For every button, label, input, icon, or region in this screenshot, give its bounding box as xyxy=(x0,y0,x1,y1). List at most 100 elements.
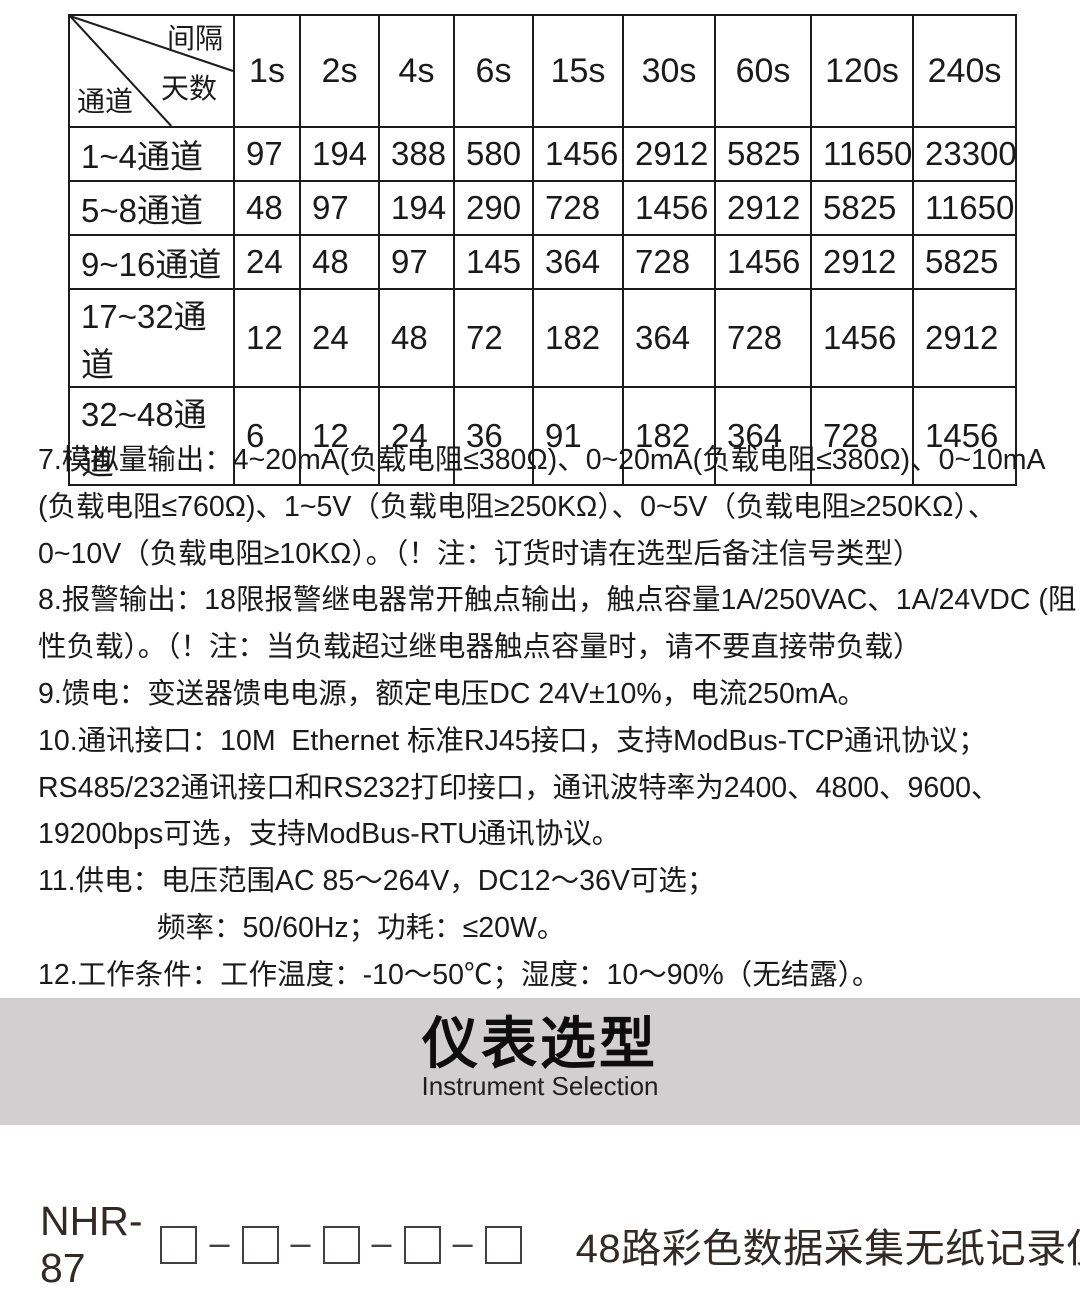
table-cell: 194 xyxy=(299,126,380,182)
section-banner: 仪表选型 Instrument Selection xyxy=(0,998,1080,1125)
table-cell: 24 xyxy=(299,288,380,388)
corner-label-interval: 间隔 xyxy=(166,23,223,54)
table-cell: 290 xyxy=(453,180,534,236)
table-cell: 12 xyxy=(233,288,301,388)
table-cell: 97 xyxy=(233,126,301,182)
table-row: 9~16通道 24 48 97 145 364 728 1456 2912 58… xyxy=(68,234,1017,290)
table-cell: 728 xyxy=(810,386,914,486)
table-cell: 1456 xyxy=(622,180,716,236)
table-cell: 24 xyxy=(233,234,301,290)
table-cell: 580 xyxy=(453,126,534,182)
record-days-table: 间隔 天数 通道 1s 2s 4s 6s 15s 30s 60s 120s 24… xyxy=(68,14,1017,486)
table-cell: 194 xyxy=(378,180,455,236)
spec-line: 10.通讯接口：10M Ethernet 标准RJ45接口，支持ModBus-T… xyxy=(38,724,987,757)
table-cell: 2912 xyxy=(810,234,914,290)
diagonal-lines xyxy=(71,17,232,125)
table-cell: 24 xyxy=(378,386,455,486)
table-cell: 48 xyxy=(233,180,301,236)
column-header: 60s xyxy=(714,14,812,128)
table-cell: 364 xyxy=(622,288,716,388)
table-cell: 1456 xyxy=(714,234,812,290)
table-cell: 5825 xyxy=(810,180,914,236)
table-row: 1~4通道 97 194 388 580 1456 2912 5825 1165… xyxy=(68,126,1017,182)
column-header: 1s xyxy=(233,14,301,128)
table-cell: 5825 xyxy=(912,234,1017,290)
table-cell: 6 xyxy=(233,386,301,486)
table-row: 17~32通道 12 24 48 72 182 364 728 1456 291… xyxy=(68,288,1017,388)
table-cell: 728 xyxy=(714,288,812,388)
model-prefix: NHR-87 xyxy=(40,1198,143,1291)
model-description: 48路彩色数据采集无纸记录仪 xyxy=(575,1227,1080,1271)
row-label: 9~16通道 xyxy=(68,234,235,290)
row-label: 5~8通道 xyxy=(68,180,235,236)
model-dash: – xyxy=(290,1222,311,1263)
table-cell: 12 xyxy=(299,386,380,486)
spec-line: 8.报警输出：18限报警继电器常开触点输出，触点容量1A/250VAC、1A/2… xyxy=(38,584,1077,617)
row-label: 32~48通道 xyxy=(68,386,235,486)
column-header: 30s xyxy=(622,14,716,128)
table-cell: 182 xyxy=(532,288,624,388)
table-cell: 36 xyxy=(453,386,534,486)
table-cell: 364 xyxy=(714,386,812,486)
table-header-row: 间隔 天数 通道 1s 2s 4s 6s 15s 30s 60s 120s 24… xyxy=(68,14,1017,128)
spec-line: 12.工作条件：工作温度：-10～50℃；湿度：10～90%（无结露）。 xyxy=(38,958,881,991)
table-cell: 11650 xyxy=(810,126,914,182)
section-title: 仪表选型 xyxy=(422,1012,658,1075)
table-cell: 1456 xyxy=(810,288,914,388)
spec-line: 0~10V（负载电阻≥10KΩ）。（！注：订货时请在选型后备注信号类型） xyxy=(38,537,922,570)
spec-line: 7.模拟量输出：4~20mA(负载电阻≤380Ω)、0~20mA(负载电阻≤38… xyxy=(38,444,1046,476)
row-label: 1~4通道 xyxy=(68,126,235,182)
spec-line: 19200bps可选，支持ModBus-RTU通讯协议。 xyxy=(38,818,621,851)
spec-paragraphs: 7.模拟量输出：4~20mA(负载电阻≤380Ω)、0~20mA(负载电阻≤38… xyxy=(38,437,1077,999)
table-cell: 48 xyxy=(378,288,455,388)
model-option-boxes: – – – – xyxy=(154,1222,527,1268)
model-ordering-line: NHR-87 – – – – 48路彩色数据采集无纸记录仪 xyxy=(40,1198,1080,1291)
section-subtitle: Instrument Selection xyxy=(421,1071,659,1101)
table-cell: 182 xyxy=(622,386,716,486)
model-dash: – xyxy=(371,1222,392,1263)
table-row: 5~8通道 48 97 194 290 728 1456 2912 5825 1… xyxy=(68,180,1017,236)
option-box-4 xyxy=(403,1226,441,1264)
option-box-5 xyxy=(484,1226,522,1264)
table-cell: 1456 xyxy=(912,386,1017,486)
table-cell: 2912 xyxy=(622,126,716,182)
table-row: 32~48通道 6 12 24 36 91 182 364 728 1456 xyxy=(68,386,1017,486)
table-cell: 23300 xyxy=(912,126,1017,182)
spec-line: (负载电阻≤760Ω)、1~5V（负载电阻≥250KΩ）、0~5V（负载电阻≥2… xyxy=(38,490,997,523)
spec-line: 9.馈电：变送器馈电电源，额定电压DC 24V±10%，电流250mA。 xyxy=(38,677,867,710)
table-cell: 145 xyxy=(453,234,534,290)
row-label: 17~32通道 xyxy=(68,288,235,388)
table-cell: 364 xyxy=(532,234,624,290)
spec-line: RS485/232通讯接口和RS232打印接口，通讯波特率为2400、4800、… xyxy=(38,771,1000,804)
corner-label-channel: 通道 xyxy=(77,86,134,117)
table-cell: 388 xyxy=(378,126,455,182)
option-box-2 xyxy=(241,1226,279,1264)
model-dash: – xyxy=(452,1222,473,1263)
table-cell: 97 xyxy=(378,234,455,290)
column-header: 2s xyxy=(299,14,380,128)
table-cell: 11650 xyxy=(912,180,1017,236)
column-header: 4s xyxy=(378,14,455,128)
table-cell: 2912 xyxy=(912,288,1017,388)
spec-line: 性负载）。（！注：当负载超过继电器触点容量时，请不要直接带负载） xyxy=(38,631,922,664)
model-dash: – xyxy=(209,1222,230,1263)
table-cell: 2912 xyxy=(714,180,812,236)
table-cell: 728 xyxy=(532,180,624,236)
column-header: 15s xyxy=(532,14,624,128)
table-cell: 91 xyxy=(532,386,624,486)
table-cell: 97 xyxy=(299,180,380,236)
column-header: 240s xyxy=(912,14,1017,128)
table-cell: 72 xyxy=(453,288,534,388)
option-box-3 xyxy=(322,1226,360,1264)
option-box-1 xyxy=(160,1226,198,1264)
diagonal-corner-cell: 间隔 天数 通道 xyxy=(68,14,235,128)
spec-line: 频率：50/60Hz；功耗：≤20W。 xyxy=(157,911,566,944)
table-cell: 48 xyxy=(299,234,380,290)
corner-label-days: 天数 xyxy=(160,73,217,104)
spec-line: 11.供电：电压范围AC 85～264V，DC12～36V可选； xyxy=(38,865,716,898)
table-cell: 1456 xyxy=(532,126,624,182)
table-cell: 728 xyxy=(622,234,716,290)
table-cell: 5825 xyxy=(714,126,812,182)
column-header: 6s xyxy=(453,14,534,128)
